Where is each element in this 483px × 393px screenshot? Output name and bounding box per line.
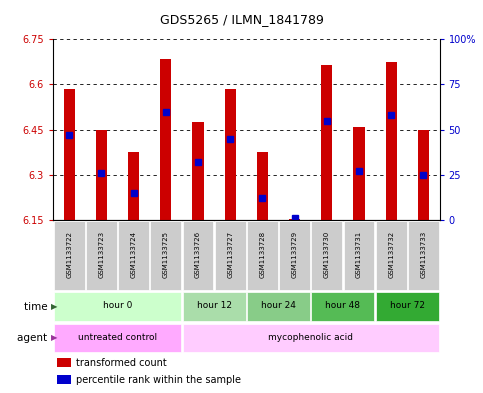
Text: GSM1133732: GSM1133732	[388, 230, 394, 277]
Bar	[192, 122, 204, 220]
Text: GSM1133722: GSM1133722	[66, 231, 72, 277]
Bar	[376, 221, 407, 290]
Bar	[312, 292, 374, 321]
Text: transformed count: transformed count	[76, 358, 167, 367]
Bar	[54, 292, 181, 321]
Bar	[385, 62, 397, 220]
Text: agent: agent	[17, 333, 51, 343]
Text: mycophenolic acid: mycophenolic acid	[268, 333, 353, 342]
Bar	[160, 59, 171, 220]
Text: GSM1133733: GSM1133733	[420, 230, 426, 278]
Text: GSM1133725: GSM1133725	[163, 231, 169, 277]
Text: GSM1133726: GSM1133726	[195, 230, 201, 277]
Bar	[247, 221, 278, 290]
Bar	[408, 221, 439, 290]
Text: hour 48: hour 48	[326, 301, 360, 310]
Bar	[150, 221, 181, 290]
Text: GSM1133730: GSM1133730	[324, 230, 330, 278]
Bar	[215, 221, 246, 290]
Bar	[57, 375, 71, 384]
Bar	[247, 292, 310, 321]
Text: percentile rank within the sample: percentile rank within the sample	[76, 375, 242, 385]
Bar	[128, 152, 139, 220]
Bar	[118, 221, 149, 290]
Bar	[64, 89, 75, 220]
Text: hour 72: hour 72	[390, 301, 425, 310]
Bar	[418, 130, 429, 220]
Text: GSM1133728: GSM1133728	[259, 230, 266, 277]
Bar	[279, 221, 310, 290]
Text: GSM1133731: GSM1133731	[356, 230, 362, 278]
Bar	[225, 89, 236, 220]
Bar	[96, 130, 107, 220]
Text: hour 12: hour 12	[197, 301, 232, 310]
Bar	[183, 221, 213, 290]
Text: untreated control: untreated control	[78, 333, 157, 342]
Text: GSM1133723: GSM1133723	[99, 230, 104, 277]
Bar	[183, 292, 246, 321]
Bar	[54, 324, 181, 352]
Bar	[57, 358, 71, 367]
Text: hour 0: hour 0	[103, 301, 132, 310]
Bar	[183, 324, 439, 352]
Bar	[376, 292, 439, 321]
Text: GSM1133724: GSM1133724	[130, 231, 137, 277]
Text: GSM1133727: GSM1133727	[227, 230, 233, 277]
Bar	[86, 221, 117, 290]
Text: hour 24: hour 24	[261, 301, 296, 310]
Bar	[321, 65, 332, 220]
Bar	[354, 127, 365, 220]
Text: ▶: ▶	[51, 334, 57, 342]
Bar	[54, 221, 85, 290]
Text: GDS5265 / ILMN_1841789: GDS5265 / ILMN_1841789	[159, 13, 324, 26]
Bar	[289, 219, 300, 220]
Text: GSM1133729: GSM1133729	[292, 230, 298, 277]
Bar	[312, 221, 342, 290]
Text: time: time	[24, 301, 51, 312]
Text: ▶: ▶	[51, 302, 57, 311]
Bar	[343, 221, 374, 290]
Bar	[257, 152, 268, 220]
